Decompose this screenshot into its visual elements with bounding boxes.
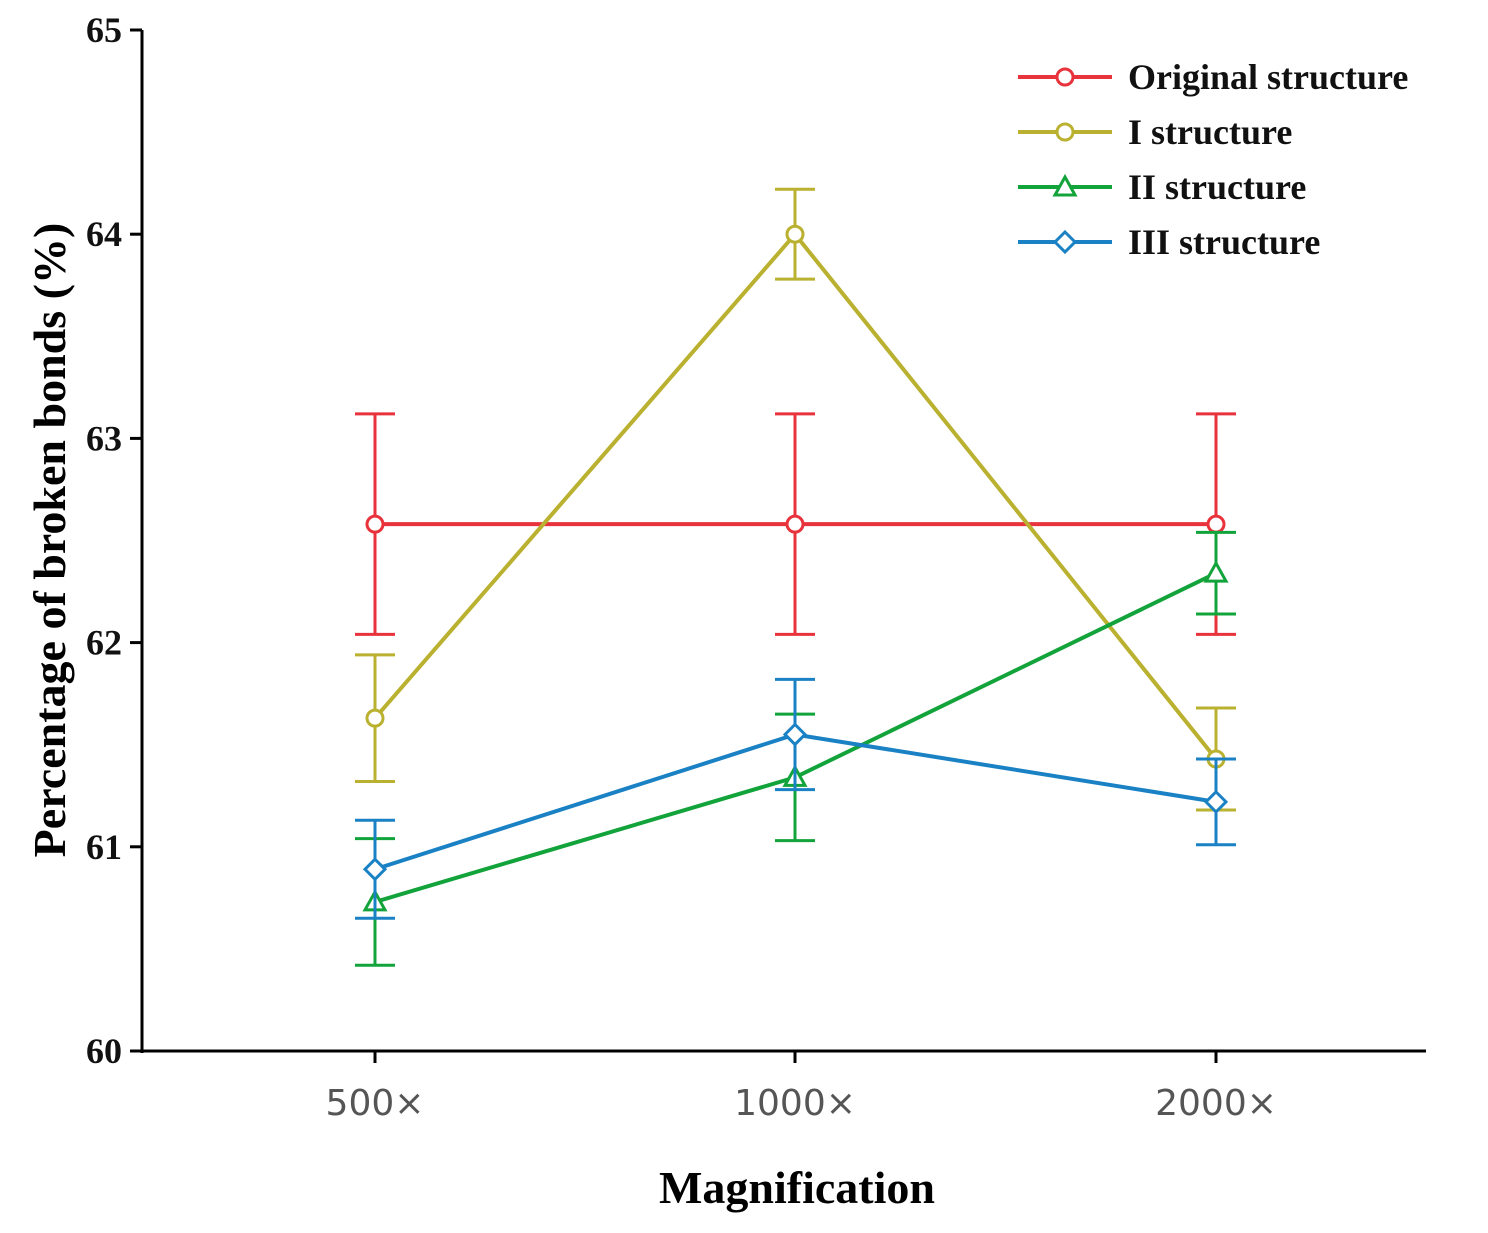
y-tick-label: 61 <box>86 827 122 867</box>
series-iii-structure <box>355 677 1236 920</box>
y-tick-label: 65 <box>86 10 122 50</box>
legend-item: III structure <box>1018 222 1320 262</box>
plot-area: 60 61 62 63 64 65 500× 1000× 2000× <box>86 10 1426 1124</box>
legend-item: Original structure <box>1018 57 1408 97</box>
legend-label: II structure <box>1128 167 1306 207</box>
legend-marker <box>1052 173 1078 197</box>
x-tick-label: 2000× <box>1155 1083 1277 1124</box>
data-point <box>365 708 385 728</box>
x-axis-title: Magnification <box>659 1162 935 1213</box>
legend-label: Original structure <box>1128 57 1408 97</box>
data-point <box>1203 560 1229 583</box>
data-point <box>365 514 385 534</box>
y-tick-label: 62 <box>86 623 122 663</box>
data-point <box>782 722 808 747</box>
series-layer <box>355 187 1236 967</box>
legend-marker <box>1055 122 1075 142</box>
legend-label: I structure <box>1128 112 1292 152</box>
data-point <box>1206 514 1226 534</box>
data-point <box>362 857 388 882</box>
x-tick-label: 500× <box>326 1083 425 1124</box>
y-tick-label: 60 <box>86 1031 122 1071</box>
x-tick-label: 1000× <box>734 1083 856 1124</box>
legend-item: I structure <box>1018 112 1292 152</box>
legend-marker <box>1052 229 1078 255</box>
series-original-structure <box>355 412 1236 636</box>
x-ticks: 500× 1000× 2000× <box>326 1051 1277 1124</box>
legend-label: III structure <box>1128 222 1320 262</box>
legend: Original structure I structure II structur… <box>1018 57 1408 262</box>
data-point <box>785 514 805 534</box>
y-ticks: 60 61 62 63 64 65 <box>86 10 142 1071</box>
legend-item: II structure <box>1018 167 1306 207</box>
y-axis-title: Percentage of broken bonds (%) <box>24 223 75 858</box>
data-point <box>1203 789 1229 814</box>
y-tick-label: 63 <box>86 418 122 458</box>
legend-marker <box>1055 67 1075 87</box>
y-tick-label: 64 <box>86 214 122 254</box>
data-point <box>785 224 805 244</box>
